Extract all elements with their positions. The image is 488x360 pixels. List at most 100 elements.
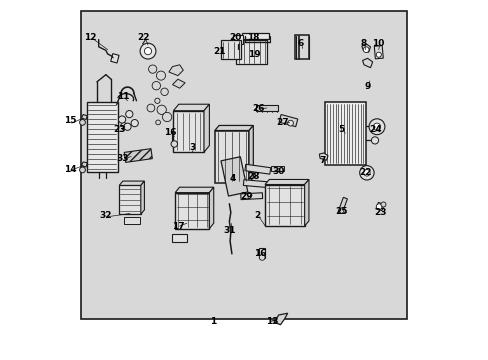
Circle shape [157,72,164,80]
Circle shape [153,82,159,89]
Polygon shape [375,202,384,211]
Circle shape [160,87,168,96]
Text: 27: 27 [276,118,288,127]
Bar [81,11,406,319]
Text: 23: 23 [113,125,126,134]
Bar [236,40,266,64]
Circle shape [371,137,378,144]
Circle shape [123,123,131,130]
Polygon shape [203,104,209,152]
Circle shape [363,170,369,176]
Text: 12: 12 [84,33,97,42]
Bar [264,184,304,226]
Bar [241,33,268,39]
Polygon shape [168,65,183,76]
Circle shape [375,52,381,57]
Circle shape [368,119,384,135]
Polygon shape [175,187,213,193]
Text: 2: 2 [254,211,260,220]
Text: 17: 17 [172,222,184,231]
Bar [172,234,186,242]
Text: 16: 16 [164,129,177,137]
Circle shape [125,111,133,118]
Circle shape [380,202,385,207]
Circle shape [339,208,345,213]
Bar [373,46,383,59]
Text: 10: 10 [371,39,384,48]
Polygon shape [273,313,287,325]
Bar [171,131,177,142]
Text: 31: 31 [223,226,235,235]
Circle shape [153,97,161,105]
Polygon shape [173,104,209,111]
Text: 23: 23 [374,207,386,217]
Circle shape [359,166,373,180]
Bar [324,102,365,165]
Polygon shape [119,181,144,185]
Circle shape [375,204,381,210]
Polygon shape [248,126,253,183]
Bar [240,193,262,200]
Text: 18: 18 [246,33,259,42]
Bar [221,40,240,59]
Bar [119,185,141,214]
Circle shape [131,120,138,127]
Bar [279,114,297,127]
Bar [214,130,248,183]
Polygon shape [264,180,308,184]
Circle shape [171,141,177,147]
Text: 28: 28 [247,172,260,181]
Circle shape [118,116,125,123]
Text: 21: 21 [213,47,225,56]
Bar [244,164,270,174]
Circle shape [164,114,170,120]
Circle shape [259,255,264,260]
Circle shape [144,48,151,55]
Text: 8: 8 [360,39,366,48]
Polygon shape [81,162,87,167]
Bar [87,102,117,172]
Circle shape [156,120,160,125]
Polygon shape [319,153,327,160]
Text: 22: 22 [359,167,371,176]
Circle shape [287,120,293,126]
Polygon shape [141,181,144,214]
Circle shape [146,104,155,112]
Bar [243,180,266,188]
Bar [123,217,140,224]
Text: 30: 30 [272,166,285,175]
Bar [294,35,309,58]
Text: 1: 1 [209,317,216,325]
Bar [175,193,209,229]
Text: 4: 4 [228,174,235,183]
Bar [338,197,346,213]
Polygon shape [81,114,87,120]
Circle shape [371,122,378,130]
Text: 20: 20 [228,33,241,42]
Bar [258,248,264,258]
Bar [124,149,152,162]
Polygon shape [172,79,185,88]
Text: 29: 29 [240,192,252,201]
Text: 5: 5 [338,125,344,134]
Bar [256,105,277,111]
Bar [271,166,284,171]
Polygon shape [361,44,370,52]
Polygon shape [362,58,372,68]
Bar [110,54,119,63]
Bar [221,157,247,196]
Bar [232,35,243,44]
Text: 13: 13 [266,318,278,326]
Polygon shape [214,126,253,131]
Text: 7: 7 [319,156,325,165]
Text: 3: 3 [189,143,195,152]
Text: 26: 26 [252,104,264,112]
Text: 19: 19 [248,50,261,59]
Text: 25: 25 [334,207,347,216]
Circle shape [80,120,85,125]
Text: 6: 6 [297,39,303,48]
Text: 22: 22 [137,33,150,42]
Polygon shape [209,187,213,229]
Circle shape [148,64,157,74]
Circle shape [157,105,166,114]
